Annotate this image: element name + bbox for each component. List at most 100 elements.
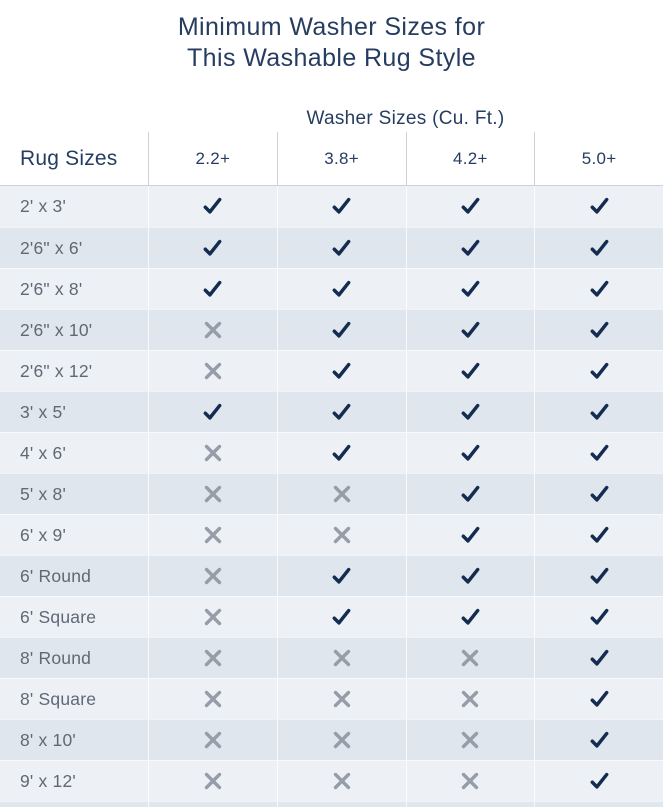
check-icon — [201, 278, 224, 301]
table-cell — [148, 679, 277, 719]
table-cell — [534, 802, 663, 807]
table-cell — [148, 186, 277, 227]
table-row: 6' x 9' — [0, 514, 663, 555]
x-icon — [203, 525, 223, 545]
check-icon — [330, 319, 353, 342]
rug-size-label: 2'6" x 6' — [20, 237, 83, 258]
check-icon — [459, 565, 482, 588]
check-icon — [588, 524, 611, 547]
table-cell — [148, 474, 277, 514]
check-icon — [201, 195, 224, 218]
table-cell — [405, 433, 535, 473]
table-cell — [534, 597, 663, 637]
table-cell — [534, 679, 663, 719]
table-row: 2'6" x 8' — [0, 268, 663, 309]
table-cell — [405, 515, 535, 555]
x-icon — [203, 320, 223, 340]
table-cell — [405, 720, 535, 760]
table-row: 3' x 5' — [0, 391, 663, 432]
table-row: 9' x 12' — [0, 760, 663, 801]
x-icon — [332, 689, 352, 709]
table-cell — [148, 269, 277, 309]
table-cell — [534, 310, 663, 350]
table-row: 2'6" x 6' — [0, 227, 663, 268]
check-icon — [588, 360, 611, 383]
rug-size-label: 2' x 3' — [20, 196, 67, 216]
table-cell — [276, 720, 406, 760]
washer-size-column-header: 4.2+ — [405, 132, 535, 185]
x-icon — [332, 730, 352, 750]
check-icon — [330, 360, 353, 383]
table-cell — [148, 761, 277, 801]
check-icon — [330, 442, 353, 465]
check-icon — [459, 401, 482, 424]
table-cell — [534, 474, 663, 514]
table-cell — [276, 802, 406, 807]
x-icon — [460, 730, 480, 750]
check-icon — [330, 237, 353, 260]
check-icon — [588, 647, 611, 670]
table-cell — [405, 761, 535, 801]
check-icon — [330, 606, 353, 629]
table-row: 4' x 6' — [0, 432, 663, 473]
table-cell — [534, 433, 663, 473]
table-cell — [534, 515, 663, 555]
table-cell — [534, 186, 663, 227]
table-cell — [148, 515, 277, 555]
table-row: 6' Square — [0, 596, 663, 637]
washer-size-column-header: 5.0+ — [534, 132, 663, 185]
table-cell — [148, 351, 277, 391]
washer-size-column-header: 3.8+ — [276, 132, 406, 185]
table-cell — [148, 597, 277, 637]
check-icon — [588, 278, 611, 301]
x-icon — [332, 484, 352, 504]
rug-size-label: 6' Square — [20, 606, 97, 627]
table-row: 6' Round — [0, 555, 663, 596]
table-row: 8' Square — [0, 678, 663, 719]
table-cell — [534, 351, 663, 391]
table-cell — [148, 638, 277, 678]
x-icon — [203, 443, 223, 463]
table-cell — [405, 351, 535, 391]
rug-size-label: 8' Square — [20, 688, 97, 709]
table-cell — [405, 186, 535, 227]
check-icon — [201, 237, 224, 260]
check-icon — [588, 565, 611, 588]
x-icon — [203, 689, 223, 709]
table-cell — [534, 228, 663, 268]
table-cell — [534, 556, 663, 596]
x-icon — [203, 607, 223, 627]
table-row-partial — [0, 801, 663, 807]
table-row: 2' x 3' — [0, 186, 663, 227]
table-cell — [276, 351, 406, 391]
check-icon — [459, 442, 482, 465]
table-cell — [276, 638, 406, 678]
rug-size-label: 6' x 9' — [20, 524, 67, 545]
check-icon — [459, 195, 482, 218]
x-icon — [203, 566, 223, 586]
table-cell — [534, 761, 663, 801]
check-icon — [588, 195, 611, 218]
check-icon — [588, 483, 611, 506]
table-row: 5' x 8' — [0, 473, 663, 514]
table-cell — [148, 433, 277, 473]
washer-size-column-header: 2.2+ — [148, 132, 277, 185]
table-cell — [276, 474, 406, 514]
check-icon — [201, 401, 224, 424]
rug-size-label: 2'6" x 12' — [20, 360, 93, 381]
rug-size-label: 2'6" x 8' — [20, 278, 83, 299]
check-icon — [588, 729, 611, 752]
check-icon — [330, 278, 353, 301]
check-icon — [459, 524, 482, 547]
check-icon — [588, 688, 611, 711]
table-body: 2' x 3' 2'6" x 6' 2'6" x 8' 2'6" x 10' 2'6" … — [0, 186, 663, 807]
table-cell — [405, 392, 535, 432]
x-icon — [203, 730, 223, 750]
table-cell — [276, 433, 406, 473]
x-icon — [203, 648, 223, 668]
x-icon — [203, 484, 223, 504]
washer-sizes-group-header: Washer Sizes (Cu. Ft.) — [306, 108, 505, 129]
table-row: 2'6" x 12' — [0, 350, 663, 391]
table-cell — [148, 802, 277, 807]
